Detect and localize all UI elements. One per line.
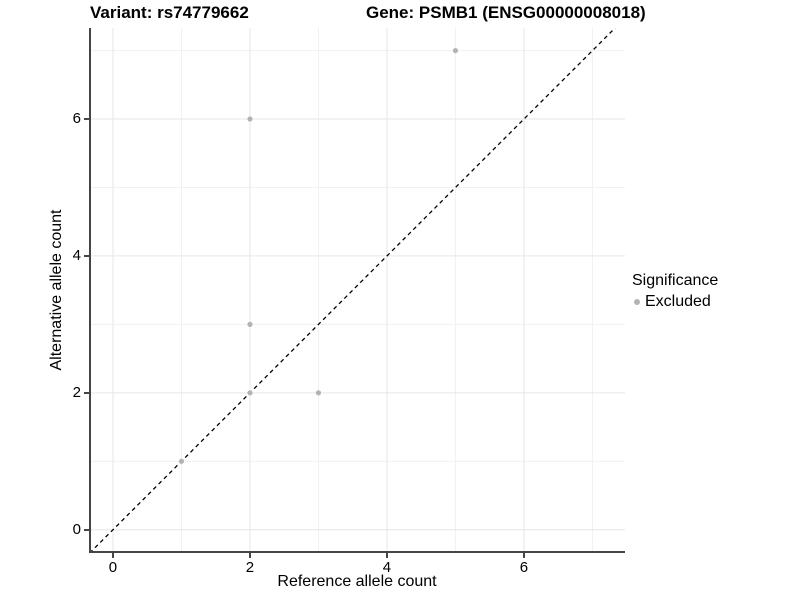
data-point [178, 458, 185, 464]
y-tick-label: 6 [72, 110, 81, 128]
x-tick-mark [385, 553, 388, 558]
y-tick-mark [84, 118, 89, 121]
data-point [247, 390, 253, 396]
y-tick-mark [84, 528, 89, 531]
y-tick-label: 2 [72, 383, 81, 401]
x-tick-label: 6 [519, 559, 529, 576]
x-tick-mark [248, 553, 251, 558]
legend: Significance Excluded [632, 271, 718, 311]
identity-dashed-line [89, 28, 616, 553]
legend-entry-excluded: Excluded [634, 293, 718, 311]
x-tick-mark [111, 553, 114, 558]
data-point [247, 321, 253, 327]
y-axis-title: Alternative allele count [48, 209, 65, 371]
x-tick-label: 4 [382, 559, 392, 576]
variant-title: Variant: rs74779662 [90, 3, 249, 22]
x-axis-title: Reference allele count [277, 573, 437, 590]
y-tick-label: 0 [72, 520, 81, 538]
x-tick-label: 0 [108, 559, 118, 576]
data-point [247, 116, 253, 122]
y-tick-mark [84, 391, 89, 394]
legend-entry-label: Excluded [645, 293, 711, 310]
gene-title: Gene: PSMB1 (ENSG00000008018) [366, 3, 646, 22]
data-point [315, 390, 322, 396]
x-tick-mark [522, 553, 525, 558]
data-point [452, 47, 459, 54]
plot-panel [89, 28, 625, 553]
legend-title: Significance [632, 272, 719, 289]
x-tick-label: 2 [245, 559, 255, 576]
y-tick-label: 4 [72, 246, 81, 264]
excluded-point-icon [634, 299, 640, 305]
y-tick-mark [84, 254, 89, 257]
